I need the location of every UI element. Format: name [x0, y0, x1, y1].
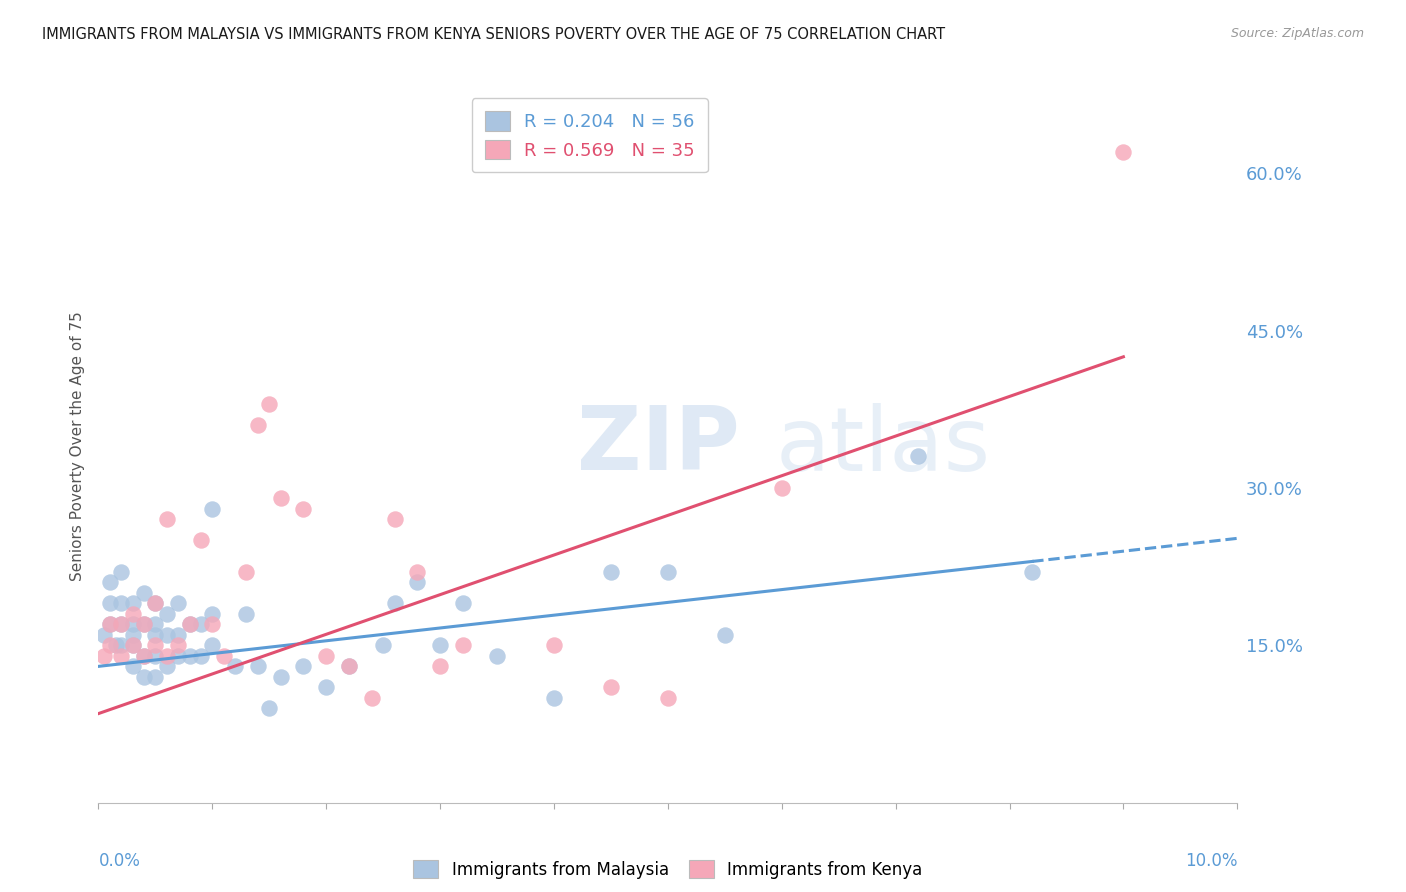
Point — [406, 575, 429, 590]
Point — [714, 628, 737, 642]
Point — [486, 648, 509, 663]
Point — [224, 659, 246, 673]
Point — [145, 639, 167, 653]
Point — [212, 648, 235, 663]
Point — [270, 491, 292, 506]
Point — [429, 639, 451, 653]
Point — [156, 512, 179, 526]
Point — [121, 607, 143, 621]
Point — [132, 617, 155, 632]
Point — [246, 417, 269, 432]
Point — [201, 607, 224, 621]
Point — [110, 648, 132, 663]
Point — [429, 659, 451, 673]
Point — [384, 596, 406, 610]
Point — [246, 659, 269, 673]
Point — [98, 639, 121, 653]
Point — [201, 502, 224, 516]
Point — [270, 670, 292, 684]
Point — [110, 565, 132, 579]
Point — [156, 607, 179, 621]
Point — [259, 397, 281, 411]
Point — [337, 659, 360, 673]
Text: atlas: atlas — [776, 402, 991, 490]
Point — [156, 648, 179, 663]
Point — [98, 617, 121, 632]
Text: ZIP: ZIP — [576, 402, 740, 490]
Point — [190, 648, 212, 663]
Point — [292, 659, 315, 673]
Point — [110, 639, 132, 653]
Point — [167, 648, 190, 663]
Point — [98, 617, 121, 632]
Point — [121, 628, 143, 642]
Point — [315, 681, 337, 695]
Point — [259, 701, 281, 715]
Point — [132, 648, 155, 663]
Point — [145, 596, 167, 610]
Point — [145, 596, 167, 610]
Point — [132, 617, 155, 632]
Point — [600, 681, 623, 695]
Point — [145, 648, 167, 663]
Point — [907, 450, 929, 464]
Point — [104, 639, 127, 653]
Point — [167, 639, 190, 653]
Text: 10.0%: 10.0% — [1185, 852, 1237, 870]
Point — [235, 607, 257, 621]
Point — [110, 596, 132, 610]
Point — [167, 596, 190, 610]
Point — [451, 639, 474, 653]
Point — [451, 596, 474, 610]
Point — [93, 648, 115, 663]
Point — [657, 565, 679, 579]
Point — [121, 639, 143, 653]
Point — [110, 617, 132, 632]
Point — [770, 481, 793, 495]
Point — [1021, 565, 1043, 579]
Point — [190, 533, 212, 548]
Point — [121, 659, 143, 673]
Point — [110, 617, 132, 632]
Point — [132, 670, 155, 684]
Text: IMMIGRANTS FROM MALAYSIA VS IMMIGRANTS FROM KENYA SENIORS POVERTY OVER THE AGE O: IMMIGRANTS FROM MALAYSIA VS IMMIGRANTS F… — [42, 27, 945, 42]
Point — [98, 575, 121, 590]
Text: Source: ZipAtlas.com: Source: ZipAtlas.com — [1230, 27, 1364, 40]
Point — [145, 628, 167, 642]
Point — [121, 617, 143, 632]
Point — [179, 648, 201, 663]
Point — [292, 502, 315, 516]
Point — [145, 670, 167, 684]
Point — [657, 690, 679, 705]
Point — [132, 648, 155, 663]
Point — [145, 617, 167, 632]
Point — [543, 690, 565, 705]
Point — [1112, 145, 1135, 160]
Point — [132, 586, 155, 600]
Point — [156, 659, 179, 673]
Point — [201, 639, 224, 653]
Point — [121, 596, 143, 610]
Point — [190, 617, 212, 632]
Y-axis label: Seniors Poverty Over the Age of 75: Seniors Poverty Over the Age of 75 — [69, 311, 84, 581]
Point — [167, 628, 190, 642]
Text: 0.0%: 0.0% — [98, 852, 141, 870]
Point — [360, 690, 382, 705]
Point — [93, 628, 115, 642]
Point — [337, 659, 360, 673]
Point — [179, 617, 201, 632]
Point — [235, 565, 257, 579]
Point — [600, 565, 623, 579]
Point — [156, 628, 179, 642]
Point — [315, 648, 337, 663]
Point — [121, 639, 143, 653]
Point — [179, 617, 201, 632]
Point — [543, 639, 565, 653]
Point — [406, 565, 429, 579]
Point — [201, 617, 224, 632]
Legend: Immigrants from Malaysia, Immigrants from Kenya: Immigrants from Malaysia, Immigrants fro… — [405, 852, 931, 888]
Point — [384, 512, 406, 526]
Point — [373, 639, 395, 653]
Point — [98, 596, 121, 610]
